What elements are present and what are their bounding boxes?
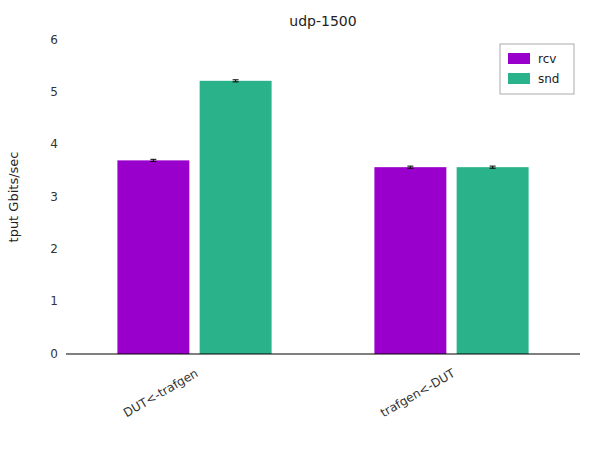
y-tick-label: 5	[50, 85, 58, 99]
legend-swatch	[508, 53, 530, 64]
bar	[374, 167, 446, 354]
legend-label: rcv	[538, 52, 556, 66]
x-tick-label: trafgen<-DUT	[378, 366, 458, 420]
legend-swatch	[508, 73, 530, 84]
y-tick-label: 6	[50, 33, 58, 47]
y-tick-label: 1	[50, 294, 58, 308]
y-tick-label: 3	[50, 190, 58, 204]
bar	[117, 160, 189, 354]
chart-container: 0 1 2 3 4 5 6 tput Gbits/sec udp-1500 DUT<-trafge…	[0, 0, 600, 450]
plot-area	[117, 81, 528, 354]
title: udp-1500	[289, 13, 356, 29]
y-tick-label: 2	[50, 242, 58, 256]
legend-label: snd	[538, 72, 559, 86]
error-bar	[150, 159, 156, 161]
error-bar	[233, 80, 239, 82]
legend-frame	[500, 44, 574, 94]
x-tick-label: DUT<-trafgen	[121, 366, 200, 420]
y-axis-label: tput Gbits/sec	[6, 152, 21, 243]
legend: rcv snd	[500, 44, 574, 94]
error-bars	[150, 80, 495, 168]
y-tick-label: 0	[50, 347, 58, 361]
bar	[457, 167, 529, 354]
x-axis-line	[66, 354, 580, 355]
error-bar	[490, 166, 496, 168]
error-bar	[407, 166, 413, 168]
chart: 0 1 2 3 4 5 6 tput Gbits/sec udp-1500 DUT<-trafge…	[0, 0, 600, 450]
bar	[200, 81, 272, 354]
y-tick-label: 4	[50, 137, 58, 151]
